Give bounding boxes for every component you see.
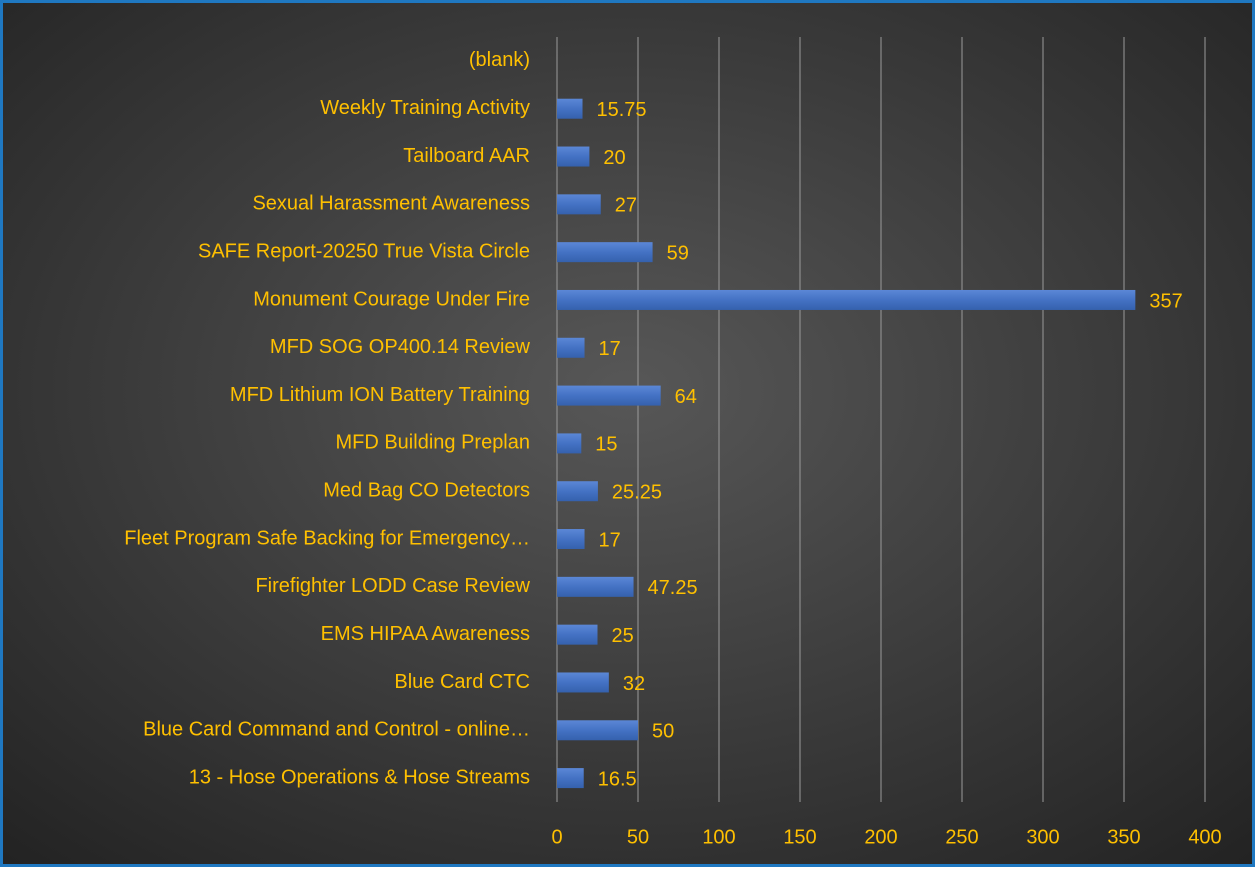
bar xyxy=(557,146,590,167)
x-tick-label: 400 xyxy=(1188,826,1221,848)
y-tick-label: Weekly Training Activity xyxy=(320,97,530,119)
bar xyxy=(557,289,1136,310)
y-tick-label: Firefighter LODD Case Review xyxy=(255,575,530,597)
data-label: 17 xyxy=(599,529,621,551)
y-tick-label: SAFE Report-20250 True Vista Circle xyxy=(198,240,530,262)
x-tick-label: 50 xyxy=(627,826,649,848)
y-tick-label: Blue Card CTC xyxy=(394,671,530,693)
y-tick-label: 13 - Hose Operations & Hose Streams xyxy=(189,766,530,788)
y-tick-label: Sexual Harassment Awareness xyxy=(252,193,530,215)
data-label: 25 xyxy=(612,625,634,647)
data-label: 357 xyxy=(1149,290,1182,312)
data-label: 17 xyxy=(599,338,621,360)
y-tick-label: Fleet Program Safe Backing for Emergency… xyxy=(124,527,530,549)
bar xyxy=(557,529,585,550)
bar xyxy=(557,194,601,215)
bar xyxy=(557,98,583,119)
bar xyxy=(557,768,584,789)
bar xyxy=(557,624,598,645)
y-tick-label: MFD SOG OP400.14 Review xyxy=(270,336,531,358)
bar xyxy=(557,720,638,741)
data-label: 16.5 xyxy=(598,768,637,790)
bar xyxy=(557,337,585,358)
y-tick-label: Tailboard AAR xyxy=(403,145,530,167)
y-tick-label: MFD Building Preplan xyxy=(335,432,530,454)
y-tick-label: EMS HIPAA Awareness xyxy=(321,623,530,645)
data-label: 15 xyxy=(595,434,617,456)
y-tick-label: Med Bag CO Detectors xyxy=(323,480,530,502)
data-label: 50 xyxy=(652,721,674,743)
x-tick-label: 100 xyxy=(702,826,735,848)
y-tick-label: Monument Courage Under Fire xyxy=(253,288,530,310)
y-tick-label: Blue Card Command and Control - online… xyxy=(143,719,530,741)
bar xyxy=(557,672,609,693)
data-label: 25.25 xyxy=(612,482,662,504)
data-label: 15.75 xyxy=(597,99,647,121)
x-tick-label: 350 xyxy=(1107,826,1140,848)
bar xyxy=(557,576,634,597)
bar xyxy=(557,242,653,263)
bar xyxy=(557,481,598,502)
data-label: 27 xyxy=(615,195,637,217)
x-tick-label: 150 xyxy=(783,826,816,848)
x-tick-label: 300 xyxy=(1026,826,1059,848)
data-label: 47.25 xyxy=(648,577,698,599)
data-label: 59 xyxy=(667,242,689,264)
bar xyxy=(557,433,582,454)
data-label: 64 xyxy=(675,386,697,408)
data-label: 32 xyxy=(623,673,645,695)
bar xyxy=(557,385,661,406)
y-tick-label: MFD Lithium ION Battery Training xyxy=(230,384,530,406)
y-tick-label: (blank) xyxy=(469,49,530,71)
data-label: 20 xyxy=(603,147,625,169)
x-tick-label: 200 xyxy=(864,826,897,848)
x-tick-label: 0 xyxy=(551,826,562,848)
x-tick-label: 250 xyxy=(945,826,978,848)
